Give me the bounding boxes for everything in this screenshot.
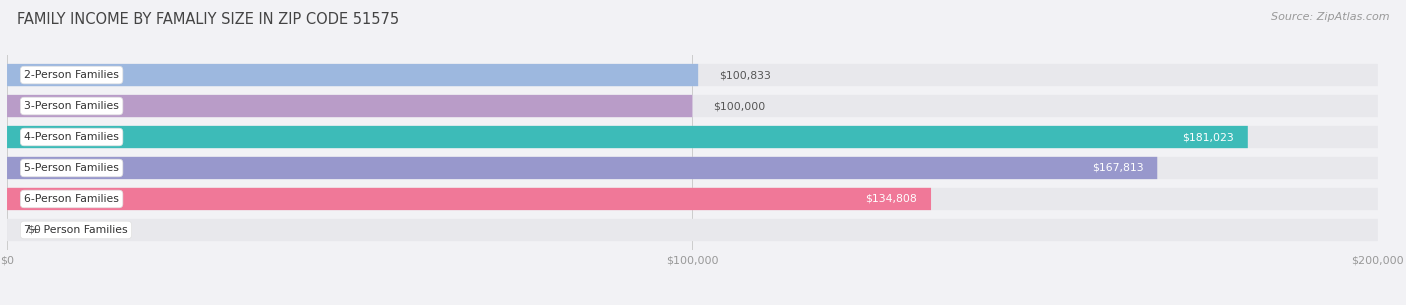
Text: $167,813: $167,813 — [1092, 163, 1143, 173]
FancyBboxPatch shape — [7, 219, 1378, 241]
Text: 7+ Person Families: 7+ Person Families — [24, 225, 128, 235]
Text: FAMILY INCOME BY FAMALIY SIZE IN ZIP CODE 51575: FAMILY INCOME BY FAMALIY SIZE IN ZIP COD… — [17, 12, 399, 27]
Text: $100,000: $100,000 — [713, 101, 765, 111]
Text: $0: $0 — [28, 225, 41, 235]
FancyBboxPatch shape — [7, 188, 1378, 210]
FancyBboxPatch shape — [7, 95, 1378, 117]
FancyBboxPatch shape — [7, 188, 931, 210]
Text: 6-Person Families: 6-Person Families — [24, 194, 120, 204]
Text: Source: ZipAtlas.com: Source: ZipAtlas.com — [1271, 12, 1389, 22]
FancyBboxPatch shape — [7, 126, 1378, 148]
FancyBboxPatch shape — [7, 95, 692, 117]
Text: 2-Person Families: 2-Person Families — [24, 70, 120, 80]
Text: 4-Person Families: 4-Person Families — [24, 132, 120, 142]
FancyBboxPatch shape — [7, 157, 1378, 179]
Text: 3-Person Families: 3-Person Families — [24, 101, 120, 111]
Text: 5-Person Families: 5-Person Families — [24, 163, 120, 173]
FancyBboxPatch shape — [7, 157, 1157, 179]
FancyBboxPatch shape — [7, 64, 699, 86]
FancyBboxPatch shape — [7, 126, 1247, 148]
Text: $134,808: $134,808 — [866, 194, 917, 204]
FancyBboxPatch shape — [7, 64, 1378, 86]
Text: $181,023: $181,023 — [1182, 132, 1234, 142]
Text: $100,833: $100,833 — [718, 70, 770, 80]
